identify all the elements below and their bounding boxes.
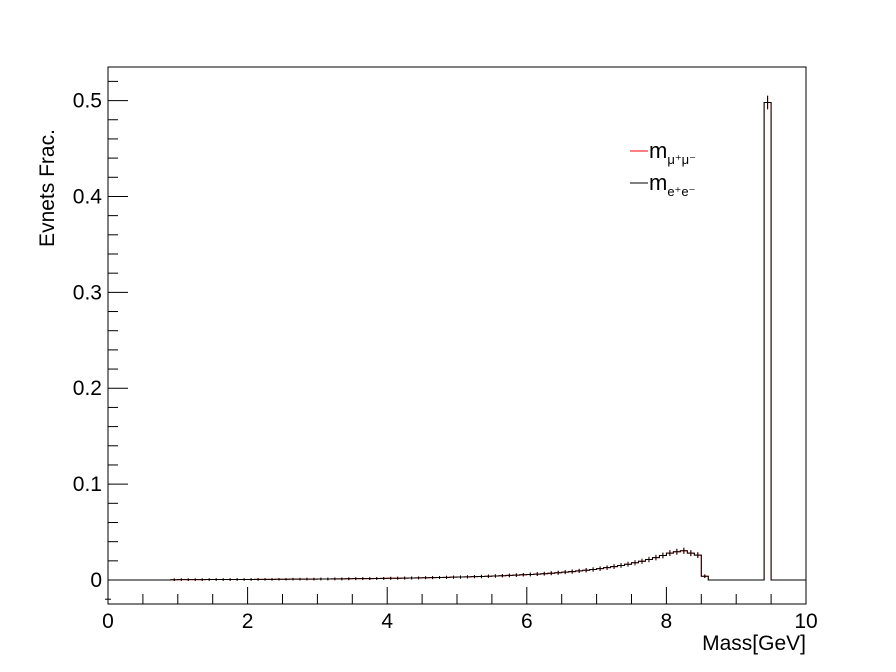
legend-entry-ee: me⁺e⁻ — [630, 170, 696, 199]
y-tick-label: 0.2 — [73, 377, 102, 400]
series-layer — [105, 95, 806, 600]
plot-frame — [107, 66, 807, 605]
series-0 — [108, 95, 806, 582]
y-tick-label: 0.4 — [73, 185, 103, 208]
legend-entry-mumu: mμ⁺μ⁻ — [630, 138, 696, 167]
histogram-outline-1 — [108, 101, 806, 581]
y-tick-label: 0.3 — [73, 281, 102, 304]
x-tick-label: 6 — [521, 610, 533, 633]
legend-label-ee: me⁺e⁻ — [649, 170, 696, 199]
legend: mμ⁺μ⁻ me⁺e⁻ — [630, 138, 696, 199]
y-tick-label: 0.5 — [73, 90, 102, 113]
y-tick-label: 0.1 — [73, 473, 102, 496]
y-axis-ticks: 0 0.1 0.2 0.3 0.4 0.5 — [73, 80, 128, 592]
x-axis-label: Mass[GeV] — [702, 632, 806, 655]
series-1 — [108, 95, 806, 582]
x-tick-label: 2 — [242, 610, 254, 633]
x-tick-label: 4 — [381, 610, 393, 633]
x-tick-label: 10 — [794, 610, 817, 633]
y-axis-label: Evnets Frac. — [36, 129, 59, 247]
x-tick-label: 0 — [102, 610, 114, 633]
histogram-outline-0 — [108, 101, 806, 581]
legend-label-mumu: mμ⁺μ⁻ — [649, 138, 696, 167]
x-axis-ticks: 0 2 4 6 8 10 — [102, 587, 818, 633]
y-tick-label: 0 — [90, 569, 102, 592]
x-tick-label: 8 — [661, 610, 673, 633]
